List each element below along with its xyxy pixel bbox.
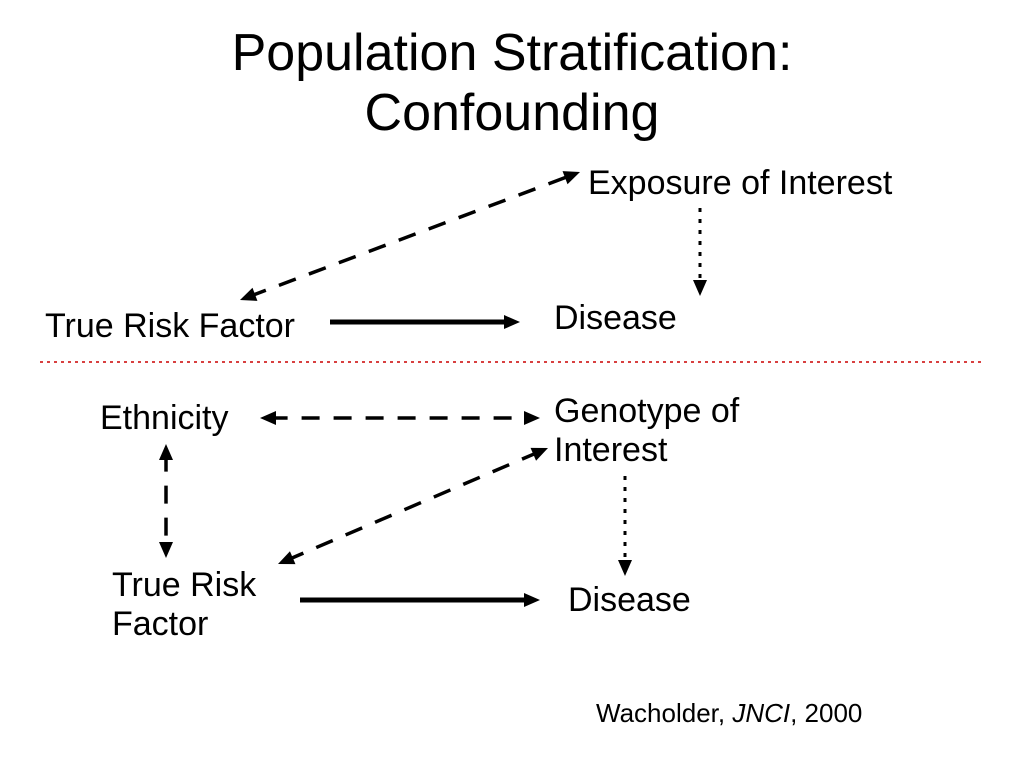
node-true-risk-factor-top: True Risk Factor <box>45 308 295 345</box>
node-exposure-of-interest: Exposure of Interest <box>588 165 892 202</box>
citation-rest: , 2000 <box>790 698 862 728</box>
node-genotype-line1: Genotype of <box>554 393 739 430</box>
node-ethnicity: Ethnicity <box>100 400 229 437</box>
slide-root: { "title": { "line1": "Population Strati… <box>0 0 1024 768</box>
node-true-risk-factor-bottom-line2: Factor <box>112 606 208 643</box>
citation: Wacholder, JNCI, 2000 <box>596 698 862 729</box>
node-genotype-line2: Interest <box>554 432 667 469</box>
slide-title-line1: Population Stratification: <box>0 24 1024 84</box>
citation-journal: JNCI <box>732 698 790 728</box>
node-true-risk-factor-bottom-line1: True Risk <box>112 567 256 604</box>
citation-author: Wacholder, <box>596 698 732 728</box>
node-disease-bottom: Disease <box>568 582 691 619</box>
slide-title-line2: Confounding <box>0 84 1024 144</box>
node-disease-top: Disease <box>554 300 677 337</box>
